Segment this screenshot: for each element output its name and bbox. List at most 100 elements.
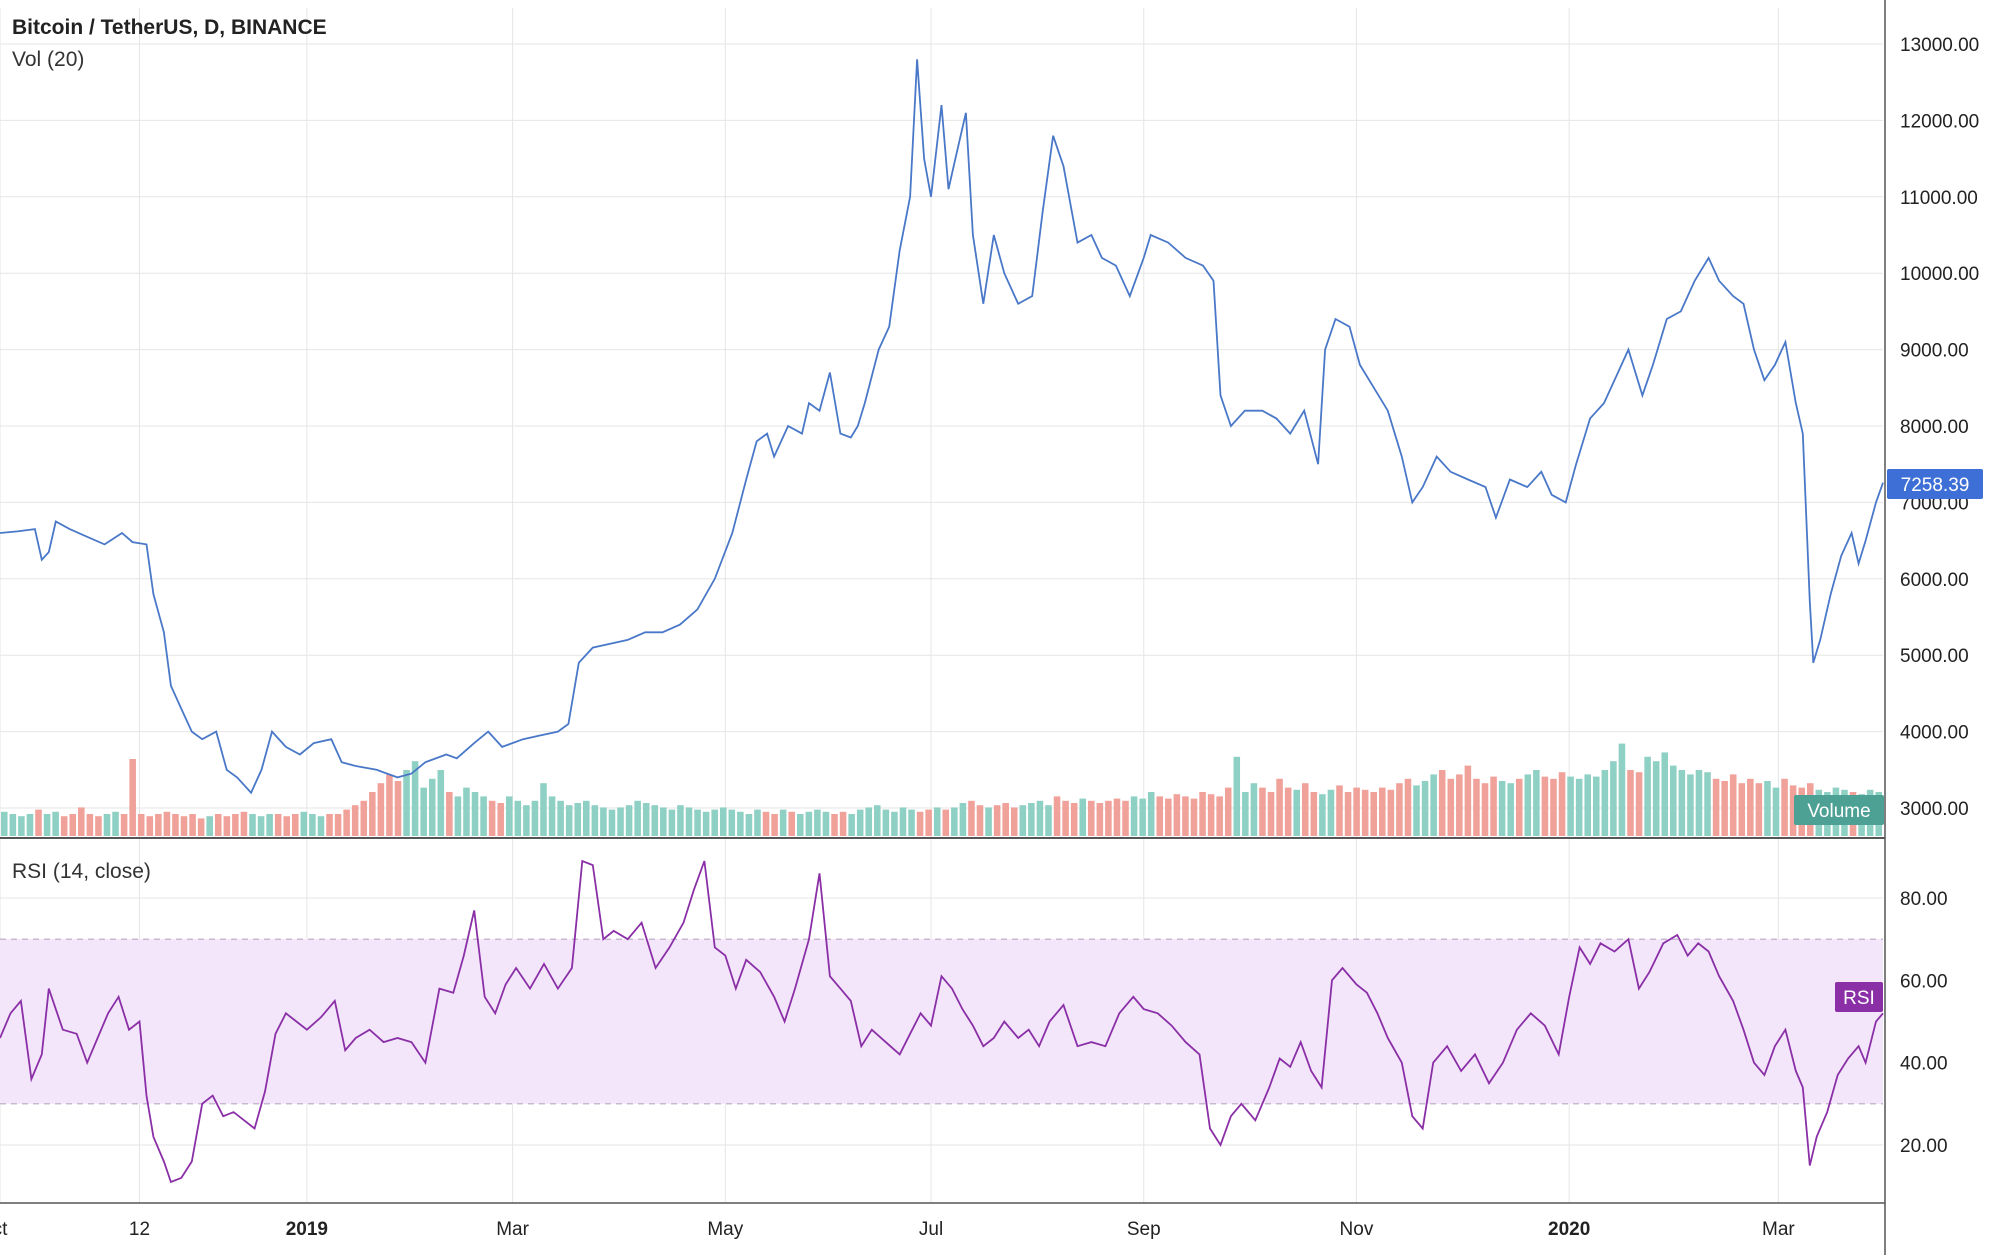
- volume-bar: [651, 805, 659, 836]
- volume-bar: [685, 807, 693, 836]
- volume-bar: [625, 805, 633, 836]
- volume-bar: [1319, 794, 1326, 836]
- volume-bar: [822, 811, 830, 836]
- volume-bar: [411, 761, 419, 836]
- rsi-indicator-label[interactable]: RSI (14, close): [12, 860, 151, 883]
- volume-bar: [1370, 792, 1378, 836]
- last-price-badge-bg: [1887, 469, 1983, 499]
- volume-bar: [702, 811, 710, 836]
- volume-bar: [1028, 803, 1035, 836]
- symbol-title[interactable]: Bitcoin / TetherUS, D, BINANCE: [12, 16, 327, 39]
- date-tick-label: May: [707, 1219, 743, 1240]
- volume-bar: [26, 814, 34, 836]
- volume-bar: [1190, 798, 1198, 836]
- volume-bar: [437, 770, 445, 836]
- volume-bar: [1464, 765, 1472, 836]
- volume-bar: [959, 803, 967, 836]
- volume-bar: [874, 805, 881, 836]
- volume-bar: [1019, 805, 1027, 836]
- volume-bar: [1070, 803, 1078, 836]
- volume-bar: [1687, 774, 1694, 836]
- volume-bar: [1045, 805, 1052, 836]
- volume-bar: [1430, 774, 1437, 836]
- date-tick-label: 2020: [1548, 1219, 1590, 1240]
- volume-bar: [129, 759, 136, 836]
- volume-bar: [1173, 794, 1181, 836]
- volume-bar: [1327, 789, 1335, 836]
- volume-bar: [908, 809, 915, 836]
- volume-bar: [137, 814, 145, 836]
- volume-bar: [1413, 785, 1420, 836]
- volume-bar: [617, 807, 624, 836]
- volume-bar: [317, 816, 325, 836]
- volume-bar: [1096, 803, 1104, 836]
- volume-bar: [993, 805, 1001, 836]
- price-tick-label: 11000.00: [1900, 188, 1978, 209]
- volume-bar: [1079, 798, 1087, 836]
- price-tick-label: 10000.00: [1900, 264, 1979, 285]
- date-tick-label: Nov: [1340, 1219, 1374, 1240]
- volume-bar: [9, 814, 17, 836]
- volume-bar: [1644, 756, 1651, 836]
- volume-bar: [1105, 800, 1112, 836]
- volume-bar: [557, 800, 564, 836]
- volume-bar: [1721, 781, 1728, 836]
- volume-bar: [334, 814, 342, 836]
- volume-bar: [1224, 787, 1232, 836]
- volume-bar: [18, 816, 25, 836]
- date-tick-label: 2019: [286, 1219, 328, 1240]
- volume-bar: [771, 814, 778, 836]
- volume-bar: [1310, 792, 1318, 836]
- volume-bar: [292, 814, 299, 836]
- volume-bar: [856, 809, 864, 836]
- volume-bar: [1524, 774, 1532, 836]
- volume-bar: [1601, 770, 1609, 836]
- volume-bar: [745, 814, 753, 836]
- volume-bar: [488, 800, 496, 836]
- volume-indicator-label[interactable]: Vol (20): [12, 48, 84, 71]
- volume-bar: [668, 809, 676, 836]
- date-tick-label: 12: [129, 1219, 150, 1240]
- volume-bar: [120, 814, 128, 836]
- volume-bar: [1396, 783, 1403, 836]
- volume-bar: [1233, 756, 1241, 836]
- volume-bar: [514, 800, 522, 836]
- volume-bar: [1507, 783, 1514, 836]
- volume-bar: [1515, 778, 1523, 836]
- price-tick-label: 6000.00: [1900, 570, 1969, 591]
- volume-bar: [1250, 783, 1258, 836]
- volume-bar: [1678, 770, 1686, 836]
- price-tick-label: 5000.00: [1900, 646, 1969, 667]
- volume-bar: [428, 778, 436, 836]
- volume-bar: [1113, 798, 1121, 836]
- tick-labels[interactable]: 13000.00 12000.00 11000.00 10000.00 9000.00 8…: [0, 35, 1979, 1240]
- volume-bar: [1421, 781, 1429, 836]
- volume-bar: [1361, 789, 1369, 836]
- volume-bar: [942, 809, 950, 836]
- volume-bar: [1293, 789, 1300, 836]
- volume-bar: [1139, 798, 1146, 836]
- volume-bar: [52, 811, 59, 836]
- volume-bar: [257, 816, 265, 836]
- volume-bar: [1276, 778, 1283, 836]
- volume-bar: [1550, 778, 1557, 836]
- volume-bars: [1, 743, 1882, 836]
- date-tick-label: ct: [0, 1219, 8, 1240]
- volume-bar: [1404, 778, 1412, 836]
- rsi-overbought-oversold-band: [0, 939, 1883, 1104]
- volume-bar: [480, 796, 487, 836]
- volume-bar: [642, 803, 650, 836]
- volume-bar: [891, 811, 898, 836]
- volume-bar: [805, 811, 813, 836]
- volume-bar: [1592, 776, 1600, 836]
- date-tick-label: Mar: [496, 1219, 529, 1240]
- volume-bar: [1610, 761, 1617, 836]
- volume-bar: [180, 816, 188, 836]
- volume-bar: [1, 811, 8, 836]
- volume-bar: [360, 800, 368, 836]
- volume-bar: [60, 816, 68, 836]
- volume-bar: [737, 811, 744, 836]
- volume-bar: [1481, 783, 1489, 836]
- volume-bar: [831, 814, 838, 836]
